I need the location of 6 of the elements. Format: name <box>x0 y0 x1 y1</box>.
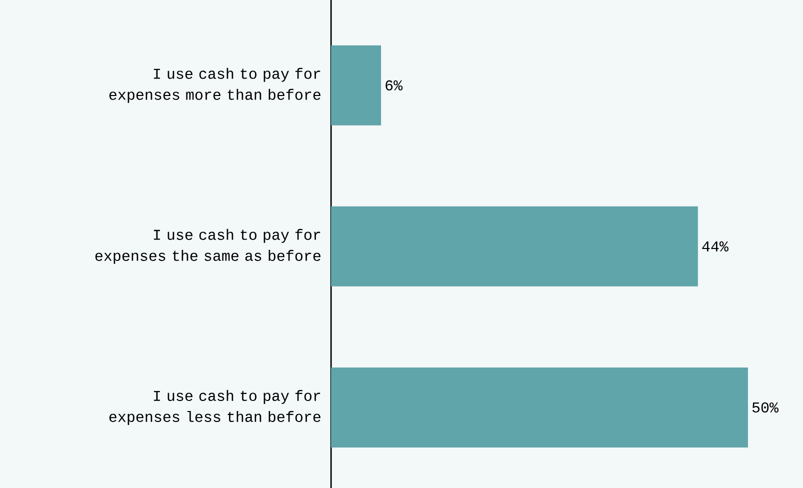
y-tick-label: I use cash to pay for expenses more than before <box>109 68 320 103</box>
data-label: 6% <box>386 80 403 90</box>
y-tick-label: I use cash to pay for expenses the same as before <box>95 228 320 264</box>
data-label: 44% <box>702 241 728 252</box>
data-label: 50% <box>752 402 778 413</box>
y-tick-label: I use cash to pay for expenses less than before <box>109 390 320 425</box>
